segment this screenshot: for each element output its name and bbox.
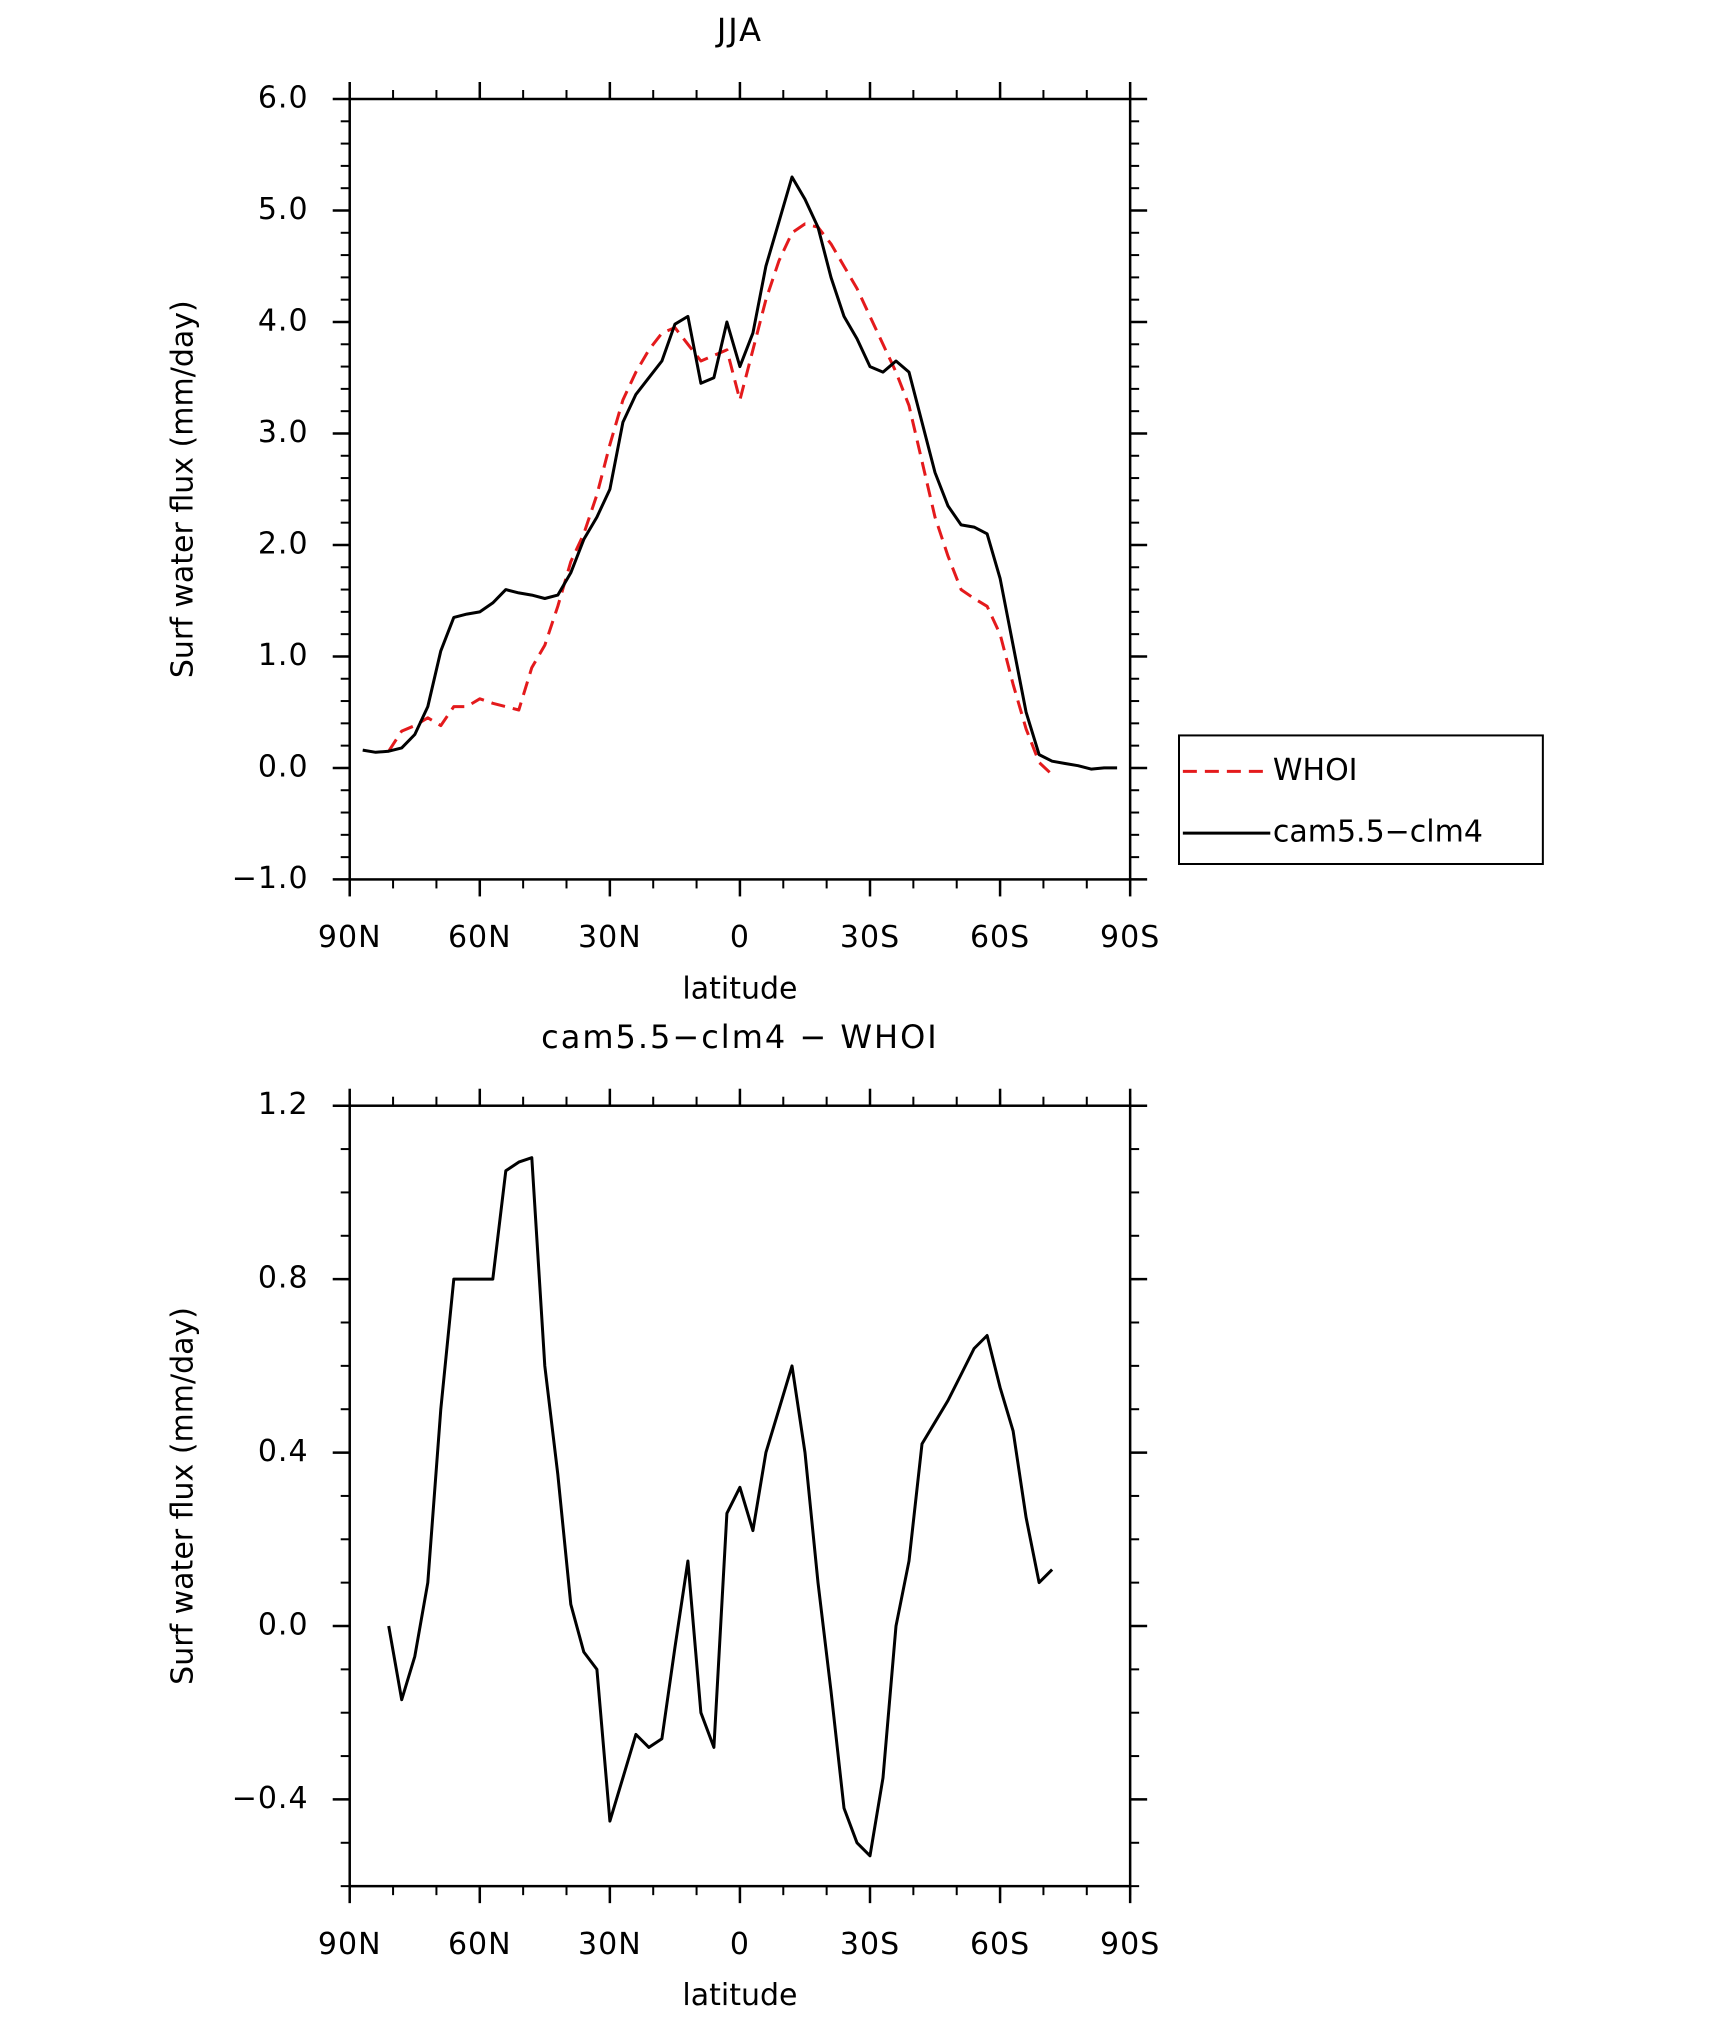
y-tick-label: 3.0: [258, 415, 309, 450]
data-line: [387, 1156, 1054, 1858]
x-tick-label: 90N: [318, 920, 382, 955]
x-axis-label: latitude: [682, 1978, 797, 2013]
y-tick-label: 5.0: [258, 192, 309, 227]
x-tick-label: 60S: [970, 920, 1030, 955]
y-axis-label: Surf water flux (mm/day): [165, 300, 200, 678]
y-axis-label: Surf water flux (mm/day): [165, 1307, 200, 1685]
x-tick-label: 30S: [840, 920, 900, 955]
plot-frame: [348, 1104, 1132, 1888]
x-tick-label: 90S: [1100, 1927, 1160, 1962]
chart-title: JJA: [715, 11, 763, 49]
x-tick-label: 60N: [448, 1927, 512, 1962]
x-tick-label: 0: [730, 920, 750, 955]
x-tick-label: 90N: [318, 1927, 382, 1962]
y-tick-label: 1.0: [258, 638, 309, 673]
x-tick-label: 30N: [578, 920, 642, 955]
plot-frame: [348, 97, 1132, 881]
y-tick-label: 6.0: [258, 81, 309, 116]
x-tick-label: 30S: [840, 1927, 900, 1962]
y-tick-label: 2.0: [258, 526, 309, 561]
legend-label: WHOI: [1273, 753, 1358, 788]
y-tick-label: 0.4: [258, 1434, 309, 1469]
legend-box: [1178, 734, 1544, 866]
y-tick-label: 0.0: [258, 749, 309, 784]
legend-label: cam5.5−clm4: [1273, 815, 1483, 850]
x-tick-label: 30N: [578, 1927, 642, 1962]
chart-title: cam5.5−clm4 − WHOI: [541, 1018, 939, 1056]
y-tick-label: 0.0: [258, 1608, 309, 1643]
x-tick-label: 60N: [448, 920, 512, 955]
data-line: [362, 175, 1118, 771]
x-axis-label: latitude: [682, 972, 797, 1007]
data-line: [387, 222, 1054, 776]
x-tick-label: 0: [730, 1927, 750, 1962]
x-tick-label: 60S: [970, 1927, 1030, 1962]
y-tick-label: −0.4: [232, 1781, 309, 1816]
x-tick-label: 90S: [1100, 920, 1160, 955]
y-tick-label: 4.0: [258, 303, 309, 338]
y-tick-label: 0.8: [258, 1261, 309, 1296]
y-tick-label: −1.0: [232, 861, 309, 896]
y-tick-label: 1.2: [258, 1087, 309, 1122]
